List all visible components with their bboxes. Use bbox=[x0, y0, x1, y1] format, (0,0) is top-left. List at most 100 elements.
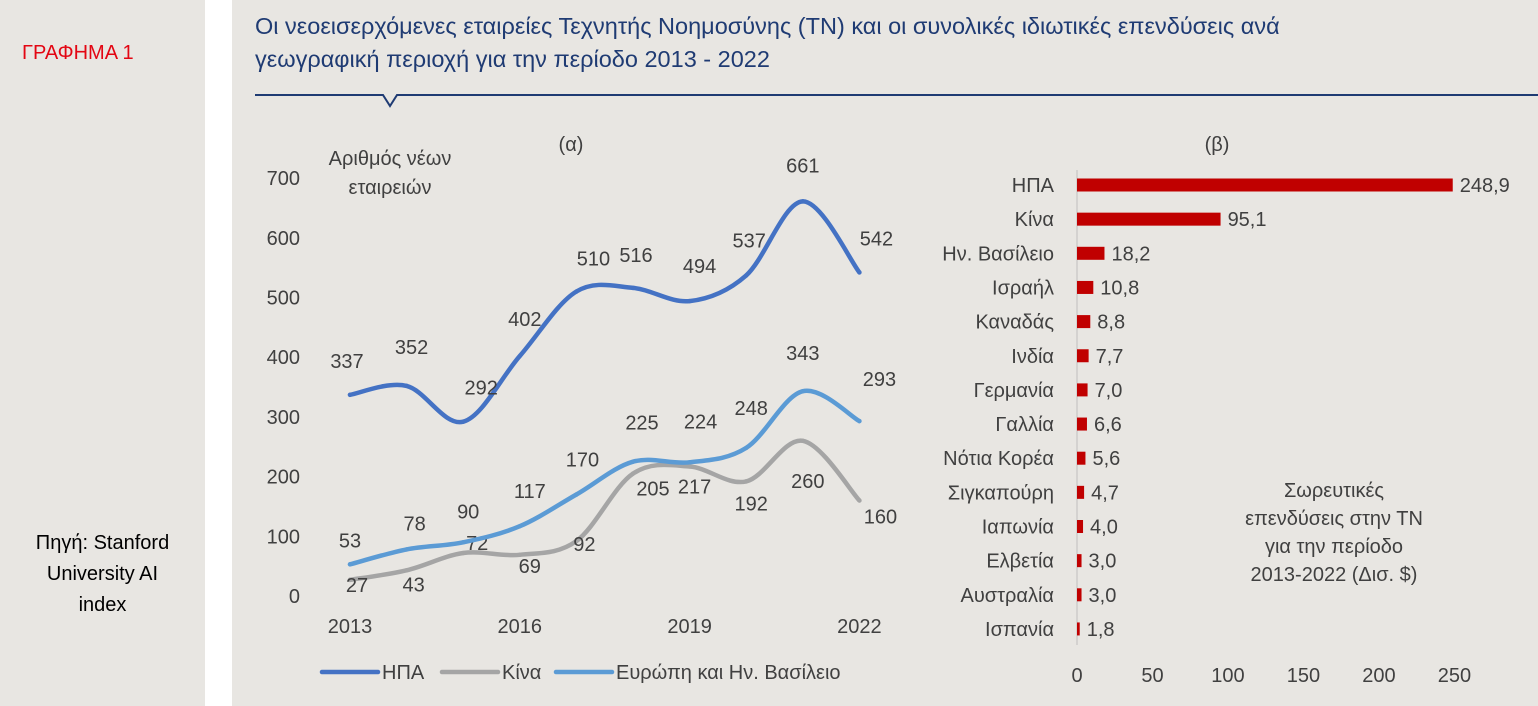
data-label-china: 192 bbox=[735, 493, 768, 515]
bar-x-tick-label: 100 bbox=[1211, 665, 1244, 687]
bar-category-label: Ισραήλ bbox=[992, 277, 1054, 299]
bar bbox=[1077, 246, 1105, 260]
data-label-europe: 293 bbox=[863, 369, 896, 391]
data-point-china bbox=[687, 464, 692, 469]
data-label-europe: 343 bbox=[786, 343, 819, 365]
data-label-europe: 90 bbox=[457, 501, 479, 523]
data-point-usa bbox=[744, 273, 749, 278]
data-label-europe: 78 bbox=[403, 513, 425, 535]
bar-value-label: 3,0 bbox=[1089, 551, 1117, 573]
data-label-usa: 537 bbox=[733, 230, 766, 252]
data-label-usa: 516 bbox=[619, 245, 652, 267]
bar-category-label: Νότια Κορέα bbox=[943, 448, 1054, 470]
bar-chart: (β) ΗΠΑ 248,9 Κίνα 95,1 Ην. Βασίλειο 18,2 Ισραή… bbox=[942, 134, 1510, 687]
source-line-2: University AI bbox=[46, 563, 159, 585]
data-label-usa: 292 bbox=[465, 378, 498, 400]
data-point-china bbox=[404, 568, 409, 573]
x-tick-label: 2019 bbox=[667, 616, 712, 638]
bar-value-label: 95,1 bbox=[1228, 209, 1267, 231]
data-point-usa bbox=[347, 392, 353, 398]
data-point-usa bbox=[461, 419, 466, 424]
bar-category-label: Ινδία bbox=[1011, 346, 1054, 368]
bar-category-label: Καναδάς bbox=[975, 312, 1054, 334]
bar-value-label: 8,8 bbox=[1097, 312, 1125, 334]
bar-category-label: Ισπανία bbox=[985, 619, 1054, 641]
bar bbox=[1077, 622, 1080, 636]
legend-label-china: Κίνα bbox=[502, 662, 541, 684]
data-point-china bbox=[461, 550, 466, 556]
bar-annotation-line: για την περίοδο bbox=[1265, 536, 1403, 558]
bar-value-label: 10,8 bbox=[1100, 277, 1139, 299]
data-label-china: 27 bbox=[346, 575, 368, 597]
data-label-usa: 661 bbox=[786, 155, 819, 177]
bar-annotation-line: επενδύσεις στην ΤΝ bbox=[1245, 508, 1423, 530]
bar-value-label: 5,6 bbox=[1092, 448, 1120, 470]
data-label-usa: 337 bbox=[330, 351, 363, 373]
bar bbox=[1077, 417, 1087, 431]
chart-title-line-1: Οι νεοεισερχόμενες εταιρείες Τεχνητής Νο… bbox=[255, 13, 1280, 39]
title-divider bbox=[255, 94, 1538, 108]
x-tick-label: 2013 bbox=[328, 616, 373, 638]
bar bbox=[1077, 554, 1082, 568]
bar-category-label: ΗΠΑ bbox=[1012, 175, 1055, 197]
bar-category-label: Ελβετία bbox=[986, 551, 1054, 573]
bar bbox=[1077, 178, 1453, 192]
bar-annotation-line: Σωρευτικές bbox=[1284, 480, 1384, 502]
data-label-usa: 352 bbox=[395, 337, 428, 359]
data-point-europe bbox=[800, 389, 805, 394]
y-tick-label: 700 bbox=[267, 168, 300, 190]
bar-x-tick-label: 50 bbox=[1141, 665, 1163, 687]
bar-annotation-line: 2013-2022 (Δισ. $) bbox=[1251, 564, 1418, 586]
source-line-3: index bbox=[78, 594, 127, 616]
chart-title-line-2: γεωγραφική περιοχή για την περίοδο 2013 … bbox=[255, 46, 770, 72]
y-tick-label: 200 bbox=[267, 467, 300, 489]
bar bbox=[1077, 485, 1085, 499]
bar bbox=[1077, 349, 1089, 363]
bar-value-label: 7,0 bbox=[1095, 380, 1123, 402]
bar-category-label: Κίνα bbox=[1015, 209, 1054, 231]
data-point-china bbox=[857, 498, 862, 503]
data-point-europe bbox=[574, 492, 579, 497]
y-tick-label: 0 bbox=[289, 586, 300, 608]
data-label-europe: 170 bbox=[566, 450, 599, 472]
bar-category-label: Αυστραλία bbox=[961, 585, 1054, 607]
data-point-china bbox=[517, 552, 522, 558]
data-label-europe: 117 bbox=[514, 481, 546, 503]
bar bbox=[1077, 383, 1088, 397]
data-label-usa: 494 bbox=[683, 256, 716, 278]
data-label-china: 160 bbox=[864, 506, 897, 528]
data-label-china: 69 bbox=[519, 556, 541, 578]
data-point-usa bbox=[687, 298, 692, 304]
bar-category-label: Σιγκαπούρη bbox=[948, 482, 1054, 504]
y-tick-label: 100 bbox=[267, 526, 300, 548]
data-point-usa bbox=[800, 199, 805, 204]
bar-value-label: 3,0 bbox=[1089, 585, 1117, 607]
y-axis-title-line-2: εταιρειών bbox=[349, 177, 432, 199]
series-line-europe bbox=[347, 388, 862, 567]
bar bbox=[1077, 520, 1084, 533]
bar-category-label: Ιαπωνία bbox=[982, 517, 1054, 539]
data-point-usa bbox=[404, 383, 409, 389]
y-tick-label: 300 bbox=[267, 407, 300, 429]
data-point-europe bbox=[630, 459, 636, 464]
data-label-usa: 542 bbox=[860, 228, 893, 250]
x-tick-label: 2022 bbox=[837, 616, 882, 638]
data-label-europe: 248 bbox=[735, 398, 768, 420]
data-point-usa bbox=[630, 285, 636, 291]
data-point-usa bbox=[857, 270, 862, 275]
data-point-china bbox=[630, 471, 636, 476]
data-label-usa: 402 bbox=[508, 309, 541, 331]
bar-value-label: 7,7 bbox=[1096, 346, 1124, 368]
chart-title: Οι νεοεισερχόμενες εταιρείες Τεχνητής Νο… bbox=[255, 10, 1515, 76]
bar-x-tick-label: 250 bbox=[1438, 665, 1471, 687]
series-line-china bbox=[347, 438, 862, 583]
figure-label: ΓΡΑΦΗΜΑ 1 bbox=[22, 42, 134, 64]
bar bbox=[1077, 451, 1086, 465]
bar-category-label: Γερμανία bbox=[974, 380, 1054, 402]
bar bbox=[1077, 315, 1091, 329]
data-point-china bbox=[744, 479, 749, 484]
bar bbox=[1077, 212, 1221, 226]
bar-x-tick-label: 150 bbox=[1287, 665, 1320, 687]
data-label-europe: 225 bbox=[625, 413, 658, 435]
